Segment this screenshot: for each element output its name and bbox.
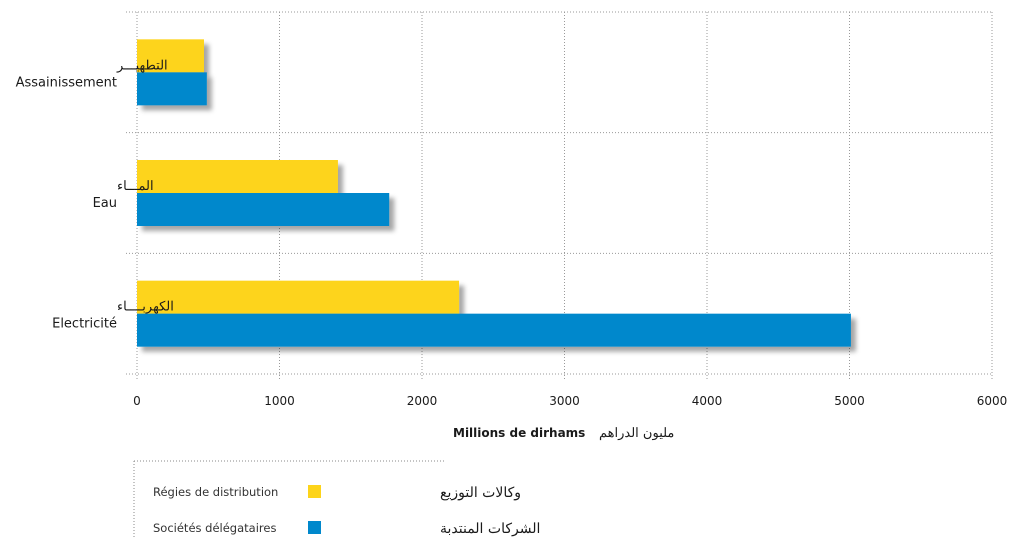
category-label-fr-eau: Eau [93,196,117,211]
legend-label-regies-fr: Régies de distribution [153,485,278,499]
x-tick-label-4: 4000 [692,394,723,408]
x-tick-label-2: 2000 [407,394,438,408]
x-tick-label-0: 0 [133,394,141,408]
x-axis-title-fr: Millions de dirhams [453,426,585,440]
x-tick-label-6: 6000 [977,394,1008,408]
x-tick-label-5: 5000 [834,394,865,408]
legend-item-societes: Sociétés délégataires الشركات المنتدبة [153,521,540,537]
category-label-fr-electricite: Electricité [52,317,117,332]
x-tick-label-1: 1000 [264,394,295,408]
legend-item-regies: Régies de distribution وكالات التوزيع [153,485,521,501]
legend-label-societes-ar: الشركات المنتدبة [440,521,540,537]
x-axis-title-ar: مليون الدراهم [599,426,674,441]
bar-regies-eau [137,160,338,193]
legend-label-regies-ar: وكالات التوزيع [440,485,521,501]
x-tick-label-3: 3000 [549,394,580,408]
bar-societes-assainissement [137,72,207,106]
grid [126,11,993,379]
x-axis-ticks: 0 1000 2000 3000 4000 5000 6000 [133,394,1007,408]
bar-regies-electricite [137,280,460,314]
category-label-ar-assainissement: التطهيـــر [116,58,168,73]
bars [137,39,851,347]
legend-swatch-societes [308,521,321,534]
category-label-ar-electricite: الكهربــــاء [117,300,174,315]
bar-societes-eau [137,193,390,226]
legend-swatch-regies [308,485,321,498]
legend-label-societes-fr: Sociétés délégataires [153,521,276,535]
bar-societes-electricite [137,313,851,347]
bar-regies-assainissement [137,39,204,73]
x-axis-title: Millions de dirhams مليون الدراهم [453,426,674,441]
category-label-fr-assainissement: Assainissement [16,75,117,90]
legend: Régies de distribution وكالات التوزيع So… [133,460,540,539]
category-label-ar-eau: المـــاء [117,179,154,194]
